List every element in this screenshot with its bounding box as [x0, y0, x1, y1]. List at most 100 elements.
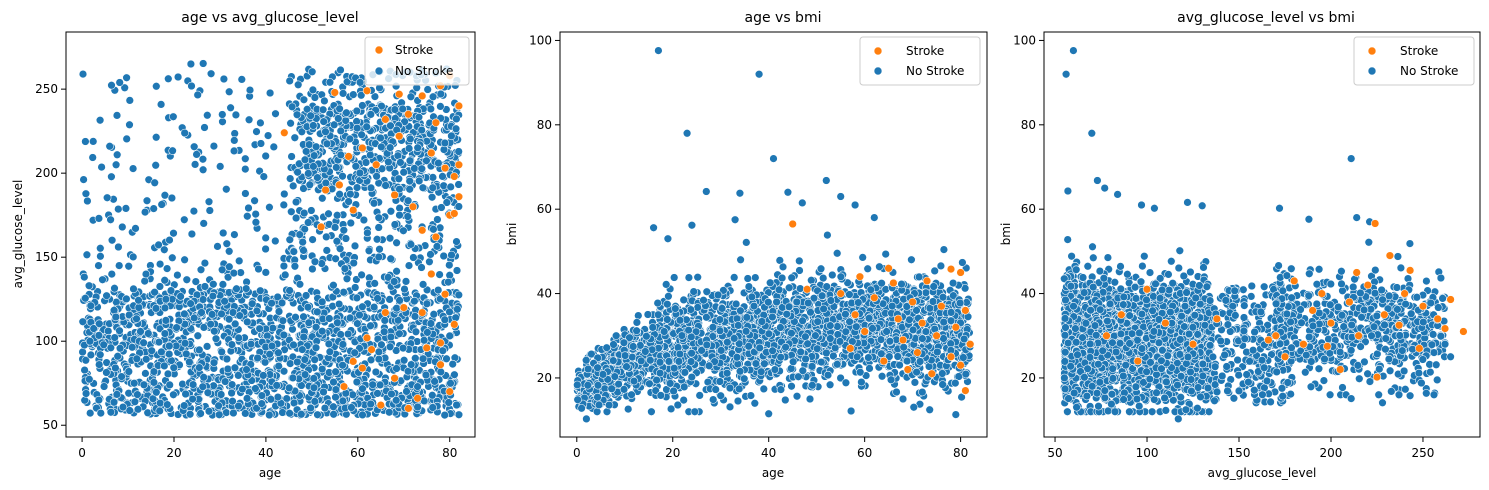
point-no-stroke	[263, 131, 273, 140]
point-no-stroke	[131, 224, 140, 233]
point-no-stroke	[372, 172, 381, 181]
point-no-stroke	[154, 337, 164, 347]
point-no-stroke	[195, 345, 204, 355]
point-no-stroke	[796, 284, 805, 293]
point-no-stroke	[280, 189, 289, 199]
point-no-stroke	[355, 310, 364, 320]
point-stroke	[440, 290, 450, 299]
point-no-stroke	[702, 287, 711, 296]
point-no-stroke	[308, 85, 318, 95]
point-no-stroke	[182, 349, 191, 359]
point-no-stroke	[265, 350, 274, 359]
point-no-stroke	[392, 238, 401, 247]
point-no-stroke	[454, 202, 463, 211]
point-no-stroke	[250, 196, 259, 205]
point-no-stroke	[444, 398, 453, 407]
point-no-stroke	[318, 194, 327, 203]
point-no-stroke	[345, 313, 355, 323]
point-no-stroke	[180, 401, 189, 410]
point-no-stroke	[180, 339, 190, 348]
point-no-stroke	[105, 142, 114, 151]
point-no-stroke	[243, 317, 252, 327]
point-no-stroke	[206, 69, 216, 78]
point-no-stroke	[454, 180, 463, 189]
point-no-stroke	[244, 115, 254, 124]
point-no-stroke	[288, 373, 298, 383]
point-no-stroke	[246, 339, 256, 349]
point-no-stroke	[213, 242, 222, 251]
point-no-stroke	[759, 384, 768, 394]
point-no-stroke	[231, 110, 241, 120]
point-no-stroke	[241, 409, 250, 418]
point-no-stroke	[358, 410, 367, 420]
point-no-stroke	[257, 399, 266, 408]
point-no-stroke	[251, 218, 261, 227]
point-no-stroke	[795, 256, 804, 266]
point-no-stroke	[186, 59, 196, 69]
point-no-stroke	[157, 200, 166, 209]
point-no-stroke	[106, 215, 115, 224]
point-no-stroke	[122, 73, 131, 82]
point-no-stroke	[160, 245, 169, 254]
point-no-stroke	[426, 104, 435, 114]
point-no-stroke	[353, 123, 362, 133]
point-no-stroke	[144, 329, 153, 338]
point-no-stroke	[165, 341, 174, 351]
point-no-stroke	[344, 197, 353, 206]
point-no-stroke	[260, 358, 270, 367]
x-tick-label: 60	[350, 446, 365, 460]
point-no-stroke	[413, 402, 422, 412]
point-no-stroke	[680, 368, 690, 377]
point-no-stroke	[433, 215, 442, 224]
point-no-stroke	[776, 323, 785, 332]
point-no-stroke	[104, 326, 113, 336]
point-no-stroke	[234, 371, 243, 380]
point-no-stroke	[209, 358, 219, 367]
point-no-stroke	[334, 114, 343, 123]
point-no-stroke	[286, 174, 295, 183]
point-no-stroke	[403, 212, 412, 221]
point-no-stroke	[132, 354, 141, 363]
point-no-stroke	[305, 140, 314, 149]
point-no-stroke	[155, 259, 165, 269]
point-no-stroke	[440, 315, 449, 324]
point-no-stroke	[951, 378, 960, 388]
point-no-stroke	[78, 317, 87, 326]
point-no-stroke	[115, 261, 124, 270]
point-no-stroke	[109, 398, 119, 407]
point-no-stroke	[425, 257, 434, 266]
point-no-stroke	[96, 350, 105, 359]
point-no-stroke	[95, 319, 104, 328]
point-no-stroke	[374, 213, 383, 222]
point-no-stroke	[235, 256, 244, 266]
point-no-stroke	[322, 139, 332, 148]
point-no-stroke	[398, 343, 408, 353]
point-stroke	[395, 90, 404, 99]
point-no-stroke	[222, 408, 231, 417]
point-no-stroke	[230, 230, 239, 239]
point-no-stroke	[689, 287, 698, 296]
point-no-stroke	[427, 193, 437, 202]
point-no-stroke	[435, 270, 444, 279]
point-no-stroke	[80, 272, 89, 282]
point-no-stroke	[130, 379, 139, 388]
point-no-stroke	[136, 327, 145, 336]
point-no-stroke	[217, 347, 226, 357]
point-no-stroke	[290, 262, 300, 271]
point-stroke	[404, 404, 413, 413]
point-no-stroke	[206, 320, 215, 329]
point-no-stroke	[374, 347, 384, 357]
point-no-stroke	[128, 343, 137, 352]
point-no-stroke	[81, 389, 91, 398]
point-no-stroke	[335, 244, 345, 253]
point-no-stroke	[429, 225, 438, 234]
point-no-stroke	[366, 110, 375, 119]
point-no-stroke	[128, 164, 138, 173]
point-no-stroke	[395, 203, 404, 213]
point-no-stroke	[925, 405, 934, 414]
point-no-stroke	[82, 250, 92, 259]
point-no-stroke	[787, 382, 796, 391]
point-no-stroke	[241, 164, 250, 174]
point-no-stroke	[442, 354, 451, 363]
point-no-stroke	[410, 164, 419, 173]
